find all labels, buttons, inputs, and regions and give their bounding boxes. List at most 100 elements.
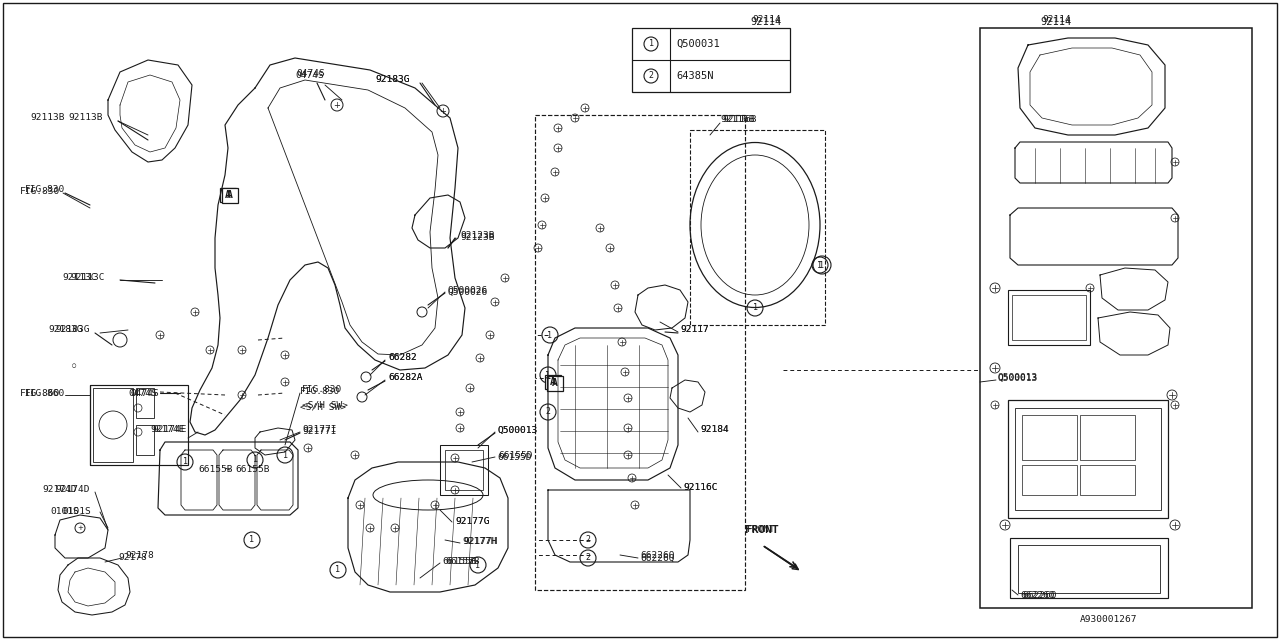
Text: 66155B: 66155B — [198, 465, 233, 474]
Bar — [220, 188, 236, 202]
Text: 1: 1 — [548, 330, 553, 339]
Text: 92116B: 92116B — [719, 115, 754, 125]
Text: +: + — [439, 106, 447, 115]
Text: 66226Q: 66226Q — [1021, 591, 1056, 600]
Text: 66226Q: 66226Q — [1020, 591, 1055, 600]
Text: 66155D: 66155D — [497, 454, 531, 463]
Text: 1: 1 — [819, 260, 824, 269]
Text: 92177H: 92177H — [463, 538, 498, 547]
Text: 2: 2 — [545, 408, 550, 417]
Text: 92113C: 92113C — [70, 273, 105, 282]
Text: 1: 1 — [250, 536, 255, 545]
Text: 66155D: 66155D — [498, 451, 532, 460]
Text: 92123B: 92123B — [460, 234, 494, 243]
Text: +: + — [77, 525, 83, 531]
Bar — [1010, 538, 1169, 598]
Text: Q500013: Q500013 — [497, 426, 538, 435]
Text: 0101S: 0101S — [61, 508, 91, 516]
Bar — [547, 376, 563, 390]
Bar — [136, 425, 154, 455]
Text: 92183G: 92183G — [375, 74, 410, 83]
Text: 1: 1 — [335, 566, 340, 575]
Text: FRONT: FRONT — [745, 525, 778, 535]
Text: 92178: 92178 — [125, 550, 154, 559]
Text: Q500013: Q500013 — [998, 374, 1038, 383]
Text: ◦: ◦ — [70, 360, 78, 374]
Text: 92184: 92184 — [700, 426, 728, 435]
Text: 92123B: 92123B — [460, 230, 494, 239]
Bar — [545, 375, 561, 389]
Text: 92117: 92117 — [680, 326, 709, 335]
Text: 66282A: 66282A — [388, 374, 422, 383]
Bar — [1009, 290, 1091, 345]
Bar — [136, 388, 154, 418]
Text: Q500013: Q500013 — [997, 372, 1037, 381]
Text: 92178: 92178 — [118, 554, 147, 563]
Text: 66155B: 66155B — [236, 465, 270, 474]
Text: A930001267: A930001267 — [1080, 616, 1138, 625]
Text: 92113B: 92113B — [29, 113, 64, 122]
Text: 0474S: 0474S — [128, 388, 156, 397]
Text: 92174E: 92174E — [152, 426, 187, 435]
Text: 0101S: 0101S — [50, 508, 79, 516]
Text: A: A — [552, 378, 558, 388]
Text: 92114: 92114 — [753, 15, 781, 24]
Text: 2: 2 — [585, 536, 590, 545]
Text: 92184: 92184 — [700, 426, 728, 435]
Text: 92114: 92114 — [750, 17, 781, 27]
Text: 92183G: 92183G — [49, 326, 82, 335]
Bar — [690, 130, 826, 325]
Text: 0474S: 0474S — [296, 70, 325, 79]
Text: <S/H SW>: <S/H SW> — [302, 401, 348, 410]
Text: 66282A: 66282A — [388, 374, 422, 383]
Text: FIG.830: FIG.830 — [300, 387, 340, 397]
Text: 92116C: 92116C — [684, 483, 718, 493]
Bar — [90, 385, 188, 465]
Text: 66226Q: 66226Q — [640, 550, 675, 559]
Bar — [1015, 408, 1161, 510]
Text: 92177G: 92177G — [454, 518, 489, 527]
Text: 0474S: 0474S — [131, 388, 159, 397]
Text: Q500031: Q500031 — [676, 39, 719, 49]
Text: 66155B: 66155B — [442, 557, 476, 566]
Text: 92177G: 92177G — [454, 518, 489, 527]
Text: 1: 1 — [183, 458, 187, 467]
Text: Q500026: Q500026 — [448, 285, 488, 294]
Bar — [440, 445, 488, 495]
Bar — [1009, 400, 1169, 518]
Text: 1: 1 — [818, 260, 823, 269]
Text: 66155B: 66155B — [445, 557, 480, 566]
Text: 1: 1 — [753, 303, 758, 312]
Bar — [1012, 295, 1085, 340]
Text: 2: 2 — [649, 72, 654, 81]
Bar — [1080, 415, 1135, 460]
Bar — [1021, 465, 1076, 495]
Text: 92174D: 92174D — [42, 486, 77, 495]
Text: 92174E: 92174E — [150, 426, 184, 435]
Text: 64385N: 64385N — [676, 71, 713, 81]
Text: 66226Q: 66226Q — [640, 554, 675, 563]
Text: 92113B: 92113B — [68, 113, 102, 122]
Text: 92174D: 92174D — [55, 486, 90, 495]
Text: Q500013: Q500013 — [498, 426, 539, 435]
Text: <S/H SW>: <S/H SW> — [300, 403, 346, 412]
Text: 92114: 92114 — [1042, 15, 1071, 24]
Text: FIG.830: FIG.830 — [26, 186, 65, 195]
Text: FRONT: FRONT — [748, 525, 776, 534]
Text: 2: 2 — [585, 554, 590, 563]
Text: 92177I: 92177I — [302, 428, 337, 436]
Text: FIG.860: FIG.860 — [26, 388, 65, 397]
Text: 92183G: 92183G — [55, 326, 90, 335]
Text: 92177H: 92177H — [462, 538, 497, 547]
Text: 1: 1 — [475, 561, 480, 570]
Text: Q500026: Q500026 — [448, 287, 488, 296]
Bar — [221, 188, 238, 202]
Text: 1: 1 — [283, 451, 288, 460]
Text: 1: 1 — [545, 371, 550, 380]
Bar — [980, 28, 1252, 608]
Text: 92177I: 92177I — [302, 426, 337, 435]
Text: 92116B: 92116B — [722, 115, 756, 125]
Text: 1: 1 — [649, 40, 654, 49]
Text: +: + — [334, 100, 340, 109]
Bar — [445, 450, 483, 490]
